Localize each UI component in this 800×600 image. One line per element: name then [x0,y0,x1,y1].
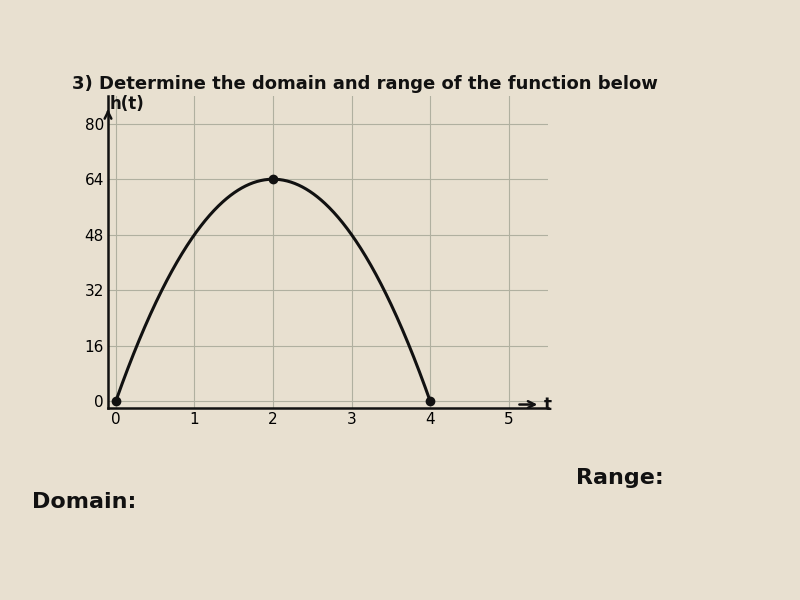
Text: 3) Determine the domain and range of the function below: 3) Determine the domain and range of the… [72,75,658,93]
Text: t: t [544,395,552,413]
Text: Domain:: Domain: [32,492,136,512]
Text: Range:: Range: [576,468,664,488]
Text: h(t): h(t) [110,95,144,113]
